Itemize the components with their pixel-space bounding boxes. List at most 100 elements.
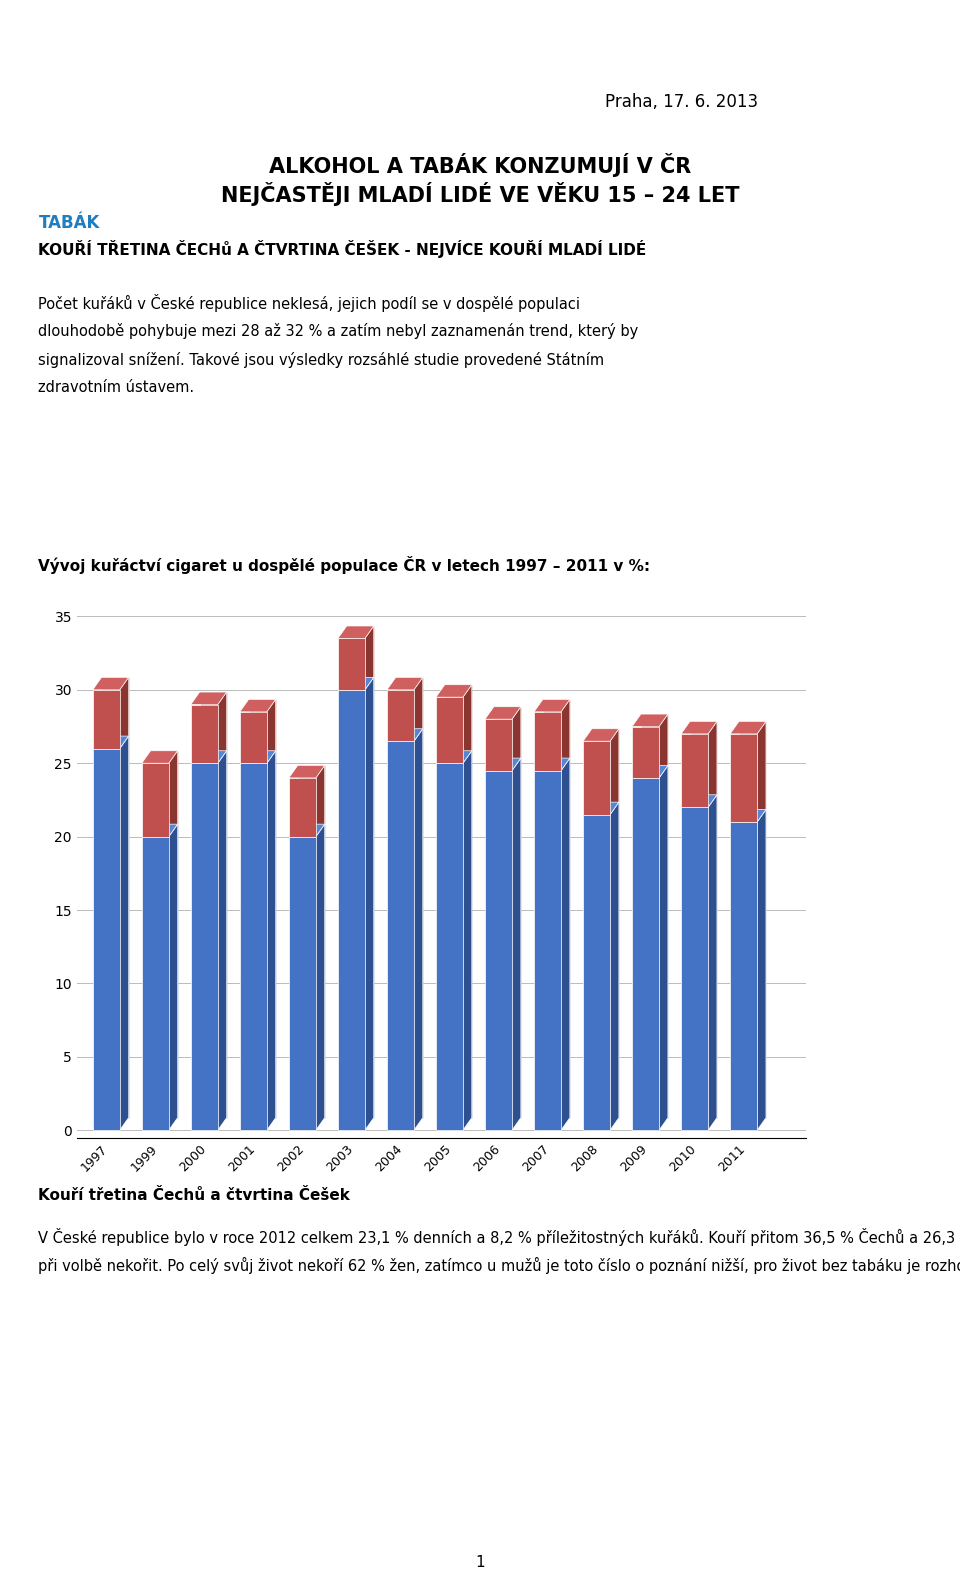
Polygon shape — [93, 748, 120, 1130]
Polygon shape — [102, 737, 129, 1118]
Polygon shape — [191, 764, 218, 1130]
Polygon shape — [240, 764, 267, 1130]
Polygon shape — [218, 751, 227, 1130]
Polygon shape — [592, 802, 619, 1118]
Polygon shape — [436, 764, 463, 1130]
Polygon shape — [682, 733, 708, 807]
Polygon shape — [387, 678, 422, 690]
Polygon shape — [120, 678, 129, 748]
Polygon shape — [731, 733, 757, 823]
Text: při volbě nekořit. Po celý svůj život nekoří 62 % žen, zatímco u mužů je toto čí: při volbě nekořit. Po celý svůj život ne… — [38, 1257, 960, 1274]
Polygon shape — [142, 824, 178, 837]
Polygon shape — [534, 757, 570, 770]
Polygon shape — [142, 837, 169, 1130]
Polygon shape — [240, 700, 276, 711]
Polygon shape — [289, 837, 316, 1130]
Polygon shape — [641, 714, 668, 765]
Polygon shape — [169, 824, 178, 1130]
Polygon shape — [102, 678, 129, 737]
Polygon shape — [632, 727, 660, 778]
Text: zdravotním ústavem.: zdravotním ústavem. — [38, 380, 195, 395]
Polygon shape — [93, 737, 129, 748]
Polygon shape — [690, 721, 717, 796]
Polygon shape — [534, 700, 570, 711]
Polygon shape — [436, 684, 471, 697]
Polygon shape — [298, 824, 324, 1118]
Polygon shape — [542, 757, 570, 1118]
Polygon shape — [436, 697, 463, 764]
Polygon shape — [641, 765, 668, 1118]
Polygon shape — [739, 721, 766, 810]
Polygon shape — [267, 751, 276, 1130]
Polygon shape — [191, 705, 218, 764]
Text: dlouhodobě pohybuje mezi 28 až 32 % a zatím nebyl zaznamenán trend, který by: dlouhodobě pohybuje mezi 28 až 32 % a za… — [38, 323, 638, 339]
Polygon shape — [249, 700, 276, 751]
Polygon shape — [493, 757, 520, 1118]
Text: Kouří třetina Čechů a čtvrtina Češek: Kouří třetina Čechů a čtvrtina Češek — [38, 1187, 350, 1203]
Polygon shape — [289, 778, 316, 837]
Polygon shape — [682, 796, 717, 807]
Polygon shape — [218, 692, 227, 764]
Polygon shape — [414, 729, 422, 1130]
Polygon shape — [632, 778, 660, 1130]
Text: Počet kuřáků v České republice neklesá, jejich podíl se v dospělé populaci: Počet kuřáků v České republice neklesá, … — [38, 294, 581, 312]
Polygon shape — [200, 692, 227, 751]
Polygon shape — [610, 802, 619, 1130]
Text: Vývoj kuřáctví cigaret u dospělé populace ČR v letech 1997 – 2011 v %:: Vývoj kuřáctví cigaret u dospělé populac… — [38, 557, 651, 574]
Text: Praha, 17. 6. 2013: Praha, 17. 6. 2013 — [605, 92, 758, 111]
Polygon shape — [191, 692, 227, 705]
Polygon shape — [561, 757, 570, 1130]
Polygon shape — [298, 765, 324, 824]
Polygon shape — [249, 751, 276, 1118]
Polygon shape — [289, 824, 324, 837]
Polygon shape — [731, 823, 757, 1130]
Text: NEJČASTĚJI MLADÍ LIDÉ VE VĚKU 15 – 24 LET: NEJČASTĚJI MLADÍ LIDÉ VE VĚKU 15 – 24 LE… — [221, 181, 739, 207]
Polygon shape — [592, 729, 619, 802]
Polygon shape — [338, 690, 365, 1130]
Polygon shape — [610, 729, 619, 815]
Polygon shape — [660, 765, 668, 1130]
Text: 1: 1 — [475, 1554, 485, 1570]
Polygon shape — [436, 751, 471, 764]
Polygon shape — [316, 824, 324, 1130]
Polygon shape — [338, 625, 373, 638]
Polygon shape — [690, 796, 717, 1118]
Polygon shape — [485, 719, 512, 770]
Polygon shape — [200, 751, 227, 1118]
Polygon shape — [731, 721, 766, 733]
Text: KOUŘÍ TŘETINA ČECHů A ČTVRTINA ČEŠEK - NEJVÍCE KOUŘÍ MLADÍ LIDÉ: KOUŘÍ TŘETINA ČECHů A ČTVRTINA ČEŠEK - N… — [38, 240, 647, 258]
Polygon shape — [142, 751, 178, 764]
Text: signalizoval snížení. Takové jsou výsledky rozsáhlé studie provedené Státním: signalizoval snížení. Takové jsou výsled… — [38, 352, 605, 368]
Polygon shape — [151, 751, 178, 824]
Polygon shape — [338, 678, 373, 690]
Polygon shape — [463, 684, 471, 764]
Polygon shape — [739, 810, 766, 1118]
Polygon shape — [534, 711, 561, 770]
Text: ALKOHOL A TABÁK KONZUMUJÍ V ČR: ALKOHOL A TABÁK KONZUMUJÍ V ČR — [269, 153, 691, 178]
Polygon shape — [583, 741, 610, 815]
Polygon shape — [396, 678, 422, 729]
Polygon shape — [120, 737, 129, 1130]
Polygon shape — [534, 770, 561, 1130]
Polygon shape — [444, 751, 471, 1118]
Polygon shape — [347, 625, 373, 678]
Polygon shape — [708, 721, 717, 807]
Polygon shape — [493, 706, 520, 757]
Polygon shape — [316, 765, 324, 837]
Polygon shape — [512, 757, 520, 1130]
Polygon shape — [512, 706, 520, 770]
Text: V České republice bylo v roce 2012 celkem 23,1 % denních a 8,2 % příležitostných: V České republice bylo v roce 2012 celke… — [38, 1228, 960, 1246]
Polygon shape — [365, 625, 373, 690]
Polygon shape — [632, 765, 668, 778]
Polygon shape — [240, 751, 276, 764]
Polygon shape — [387, 690, 414, 741]
Polygon shape — [396, 729, 422, 1118]
Polygon shape — [542, 700, 570, 757]
Polygon shape — [632, 714, 668, 727]
Polygon shape — [142, 764, 169, 837]
Polygon shape — [191, 751, 227, 764]
Polygon shape — [414, 678, 422, 741]
Polygon shape — [561, 700, 570, 770]
Polygon shape — [485, 770, 512, 1130]
Polygon shape — [682, 721, 717, 733]
